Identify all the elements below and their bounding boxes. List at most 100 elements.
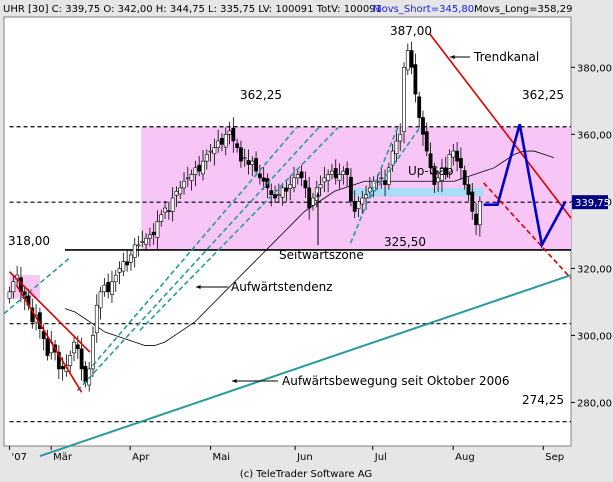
candle-body [273,194,277,199]
candle-body [318,184,323,189]
axis-layer: 280,00300,00320,00340,00360,00380,00'07M… [9,63,612,463]
up-gap-area [349,187,484,197]
candle-body [269,190,274,195]
candle-layer [7,41,482,392]
y-tick-label: 300,00 [577,331,612,342]
candle-body [257,173,262,179]
candle-body [276,194,281,196]
candle-body [110,281,114,295]
candle-body [311,197,315,206]
candle-body [178,187,183,195]
arrow-aufwaertstendenz-head [196,285,201,289]
candle-body [436,177,441,183]
candle-body [462,170,467,185]
channel-line-1 [76,127,320,392]
label-high-387: 387,00 [390,24,432,38]
candle-body [417,96,422,118]
candle-body [11,281,16,293]
candle-body [303,180,308,189]
candle-body [451,150,456,158]
candle-body [197,164,202,172]
channel-line-2 [92,127,298,367]
x-tick-label: Aug [455,452,475,463]
candle-body [68,355,73,366]
x-tick-label: Jul [374,452,387,463]
candle-body [155,221,160,238]
candle-body [333,168,338,179]
label-362-left: 362,25 [240,88,282,102]
candle-body [60,365,65,370]
candle-body [216,140,221,149]
candle-body [125,261,130,266]
candle-body [106,282,111,293]
candle-body [447,154,452,173]
x-tick-label: '07 [12,452,27,463]
label-318: 318,00 [8,234,50,248]
candle-body [182,180,186,189]
candle-body [174,190,179,196]
candle-body [79,348,84,370]
candle-body [284,187,289,192]
candle-body [405,50,410,71]
line-layer [3,33,572,458]
candle-body [356,201,361,210]
candle-body [45,338,50,356]
candle-body [235,143,240,149]
candle-body [432,167,437,185]
candle-body [254,158,258,172]
header-ma-long: Movs_Long=358,29 [474,4,572,15]
candle-body [94,304,99,334]
candle-body [477,201,482,226]
candle-body [132,244,137,258]
candle-body [398,134,403,142]
candle-body [390,150,395,166]
red-trend-line-3 [483,182,572,279]
channel-line-0 [3,257,70,315]
candle-body [360,197,365,205]
candle-body [239,147,243,162]
candle-body [246,160,251,165]
red-trend-line-1 [15,284,83,393]
candle-body [352,201,357,212]
candle-body [326,174,331,181]
y-tick-label: 380,00 [577,63,612,74]
candle-body [330,170,334,175]
candle-body [466,184,471,195]
candle-body [394,140,399,155]
header-info: UHR [30] C: 339,75 O: 342,00 H: 344,75 L… [3,4,382,15]
y-tick-label: 360,00 [577,130,612,141]
candle-body [147,234,152,239]
label-362-right: 362,25 [522,88,564,102]
candle-body [201,160,205,175]
candle-body [212,147,217,155]
channel-line-5 [369,127,421,199]
label-274: 274,25 [522,393,564,407]
red-trend-line-2 [428,33,572,219]
candle-body [299,171,304,179]
candle-body [474,213,478,226]
candle-body [280,187,285,198]
candle-body [288,184,293,189]
candle-body [307,187,312,209]
candle-body [421,117,425,135]
candle-body [159,214,164,222]
x-tick-label: Apr [132,452,150,463]
label-seitwaertszone: Seitwärtszone [279,248,364,262]
candle-body [250,160,255,165]
grid-layer [9,126,571,423]
candle-body [292,177,296,188]
candle-body [208,150,213,153]
candle-body [428,153,433,169]
candle-body [163,207,167,213]
label-up-gap: Up-Gap [408,164,453,178]
candle-body [140,241,145,243]
candle-body [459,158,463,169]
label-trendkanal: Trendkanal [473,50,539,64]
footer-copyright: (c) TeleTrader Software AG [240,469,372,480]
candle-body [349,176,353,202]
arrow-trendkanal-head [450,55,455,59]
candle-body [98,291,103,309]
y-tick-label: 280,00 [577,398,612,409]
candle-body [470,191,475,212]
candle-body [242,157,247,160]
